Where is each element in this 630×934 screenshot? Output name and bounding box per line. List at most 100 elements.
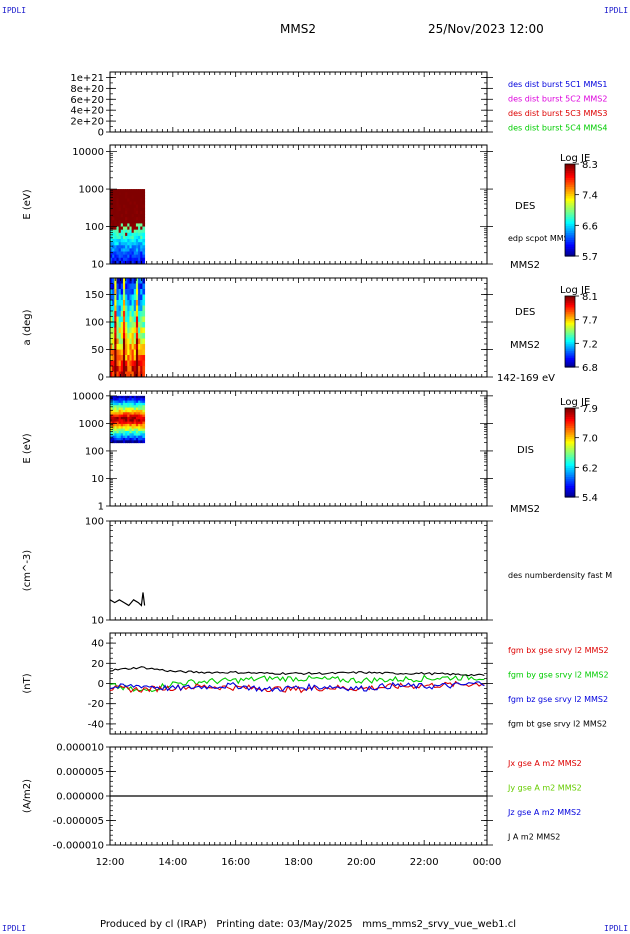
spectrogram-cell [122,229,126,234]
colorbar-swatch [565,483,575,487]
spectrogram-cell [127,338,130,345]
spectrogram-cell [120,214,124,218]
colorbar-swatch [565,177,575,181]
spectrogram-cell [122,195,126,199]
spectrogram-cell [114,349,117,356]
spectrogram-cell [140,349,143,356]
spectrogram-cell [140,407,143,411]
spectrogram-cell [114,251,117,256]
spectrogram-cell [140,440,143,444]
spectrogram-cell [135,294,139,301]
spectrogram-cell [114,260,117,265]
spectrogram-cell [116,423,120,427]
spectrogram-cell [122,440,126,444]
spectrogram-cell [112,239,115,243]
spectrogram-cell [116,440,120,444]
spectrogram-cell [125,192,128,196]
spectrogram-cell [125,412,128,416]
colorbar-swatch [565,340,575,343]
spectrogram-cell [118,322,122,328]
colorbar-swatch [565,416,575,420]
spectrogram-cell [138,322,141,328]
spectrogram-cell [125,398,128,402]
colorbar-swatch [565,187,575,190]
spectrogram-cell [125,226,128,231]
spectrogram-cell [133,300,137,306]
spectrogram-cell [120,223,124,228]
spectrogram-cell [135,289,139,295]
spectrogram-cell [122,371,126,378]
spectrogram-cell [129,360,133,367]
spectrogram-cell [131,400,135,404]
spectrogram-cell [120,189,124,193]
legend-label: fgm bz gse srvy l2 MMS2 [508,695,608,704]
spectrogram-cell [114,405,117,409]
colorbar-swatch [565,175,575,179]
spectrogram-cell [125,405,128,409]
colorbar-swatch [565,230,575,234]
spectrogram-cell [122,311,126,317]
colorbar-swatch [565,212,575,216]
spectrogram-cell [110,192,113,196]
spectrogram-cell [118,437,122,441]
spectrogram-cell [129,254,133,259]
legend-label: Jx gse A m2 MMS2 [507,759,582,768]
spectrogram-cell [140,239,143,243]
spectrogram-cell [142,248,146,253]
y-axis-label: a (deg) [22,309,33,345]
spectrogram-cell [138,400,141,404]
spectrogram-cell [125,214,128,218]
spectrogram-cell [120,355,124,361]
spectrogram-cell [140,311,143,317]
colorbar-swatch [565,166,575,170]
spectrogram-cell [125,289,128,295]
spectrogram-cell [112,210,115,215]
spectrogram-cell [114,283,117,290]
spectrogram-cell [116,204,120,209]
spectrogram-cell [112,294,115,301]
spectrogram-cell [120,426,124,430]
colorbar-title: Log JE [560,285,590,296]
spectrogram-cell [142,207,146,212]
spectrogram-cell [110,214,113,218]
spectrogram-cell [138,305,141,312]
spectrogram-cell [133,412,137,416]
spectrogram-cell [116,426,120,430]
spectrogram-cell [140,355,143,361]
spectrogram-cell [135,402,139,406]
spectrogram-cell [133,245,137,249]
spectrogram-cell [142,433,146,437]
spectrogram-cell [135,338,139,345]
colorbar-tick-label: 8.1 [582,292,598,303]
spectrogram-cell [112,421,115,425]
spectrogram-cell [131,426,135,430]
spectrogram-cell [112,419,115,423]
colorbar-swatch [565,452,575,456]
spectrogram-cell [122,300,126,306]
spectrogram-cell [112,189,115,193]
spectrogram-cell [125,242,128,246]
colorbar-tick-label: 5.4 [582,493,598,504]
spectrogram-cell [116,398,120,402]
spectrogram-cell [120,245,124,249]
spectrogram-cell [118,398,122,402]
spectrogram-cell [118,416,122,420]
spectrogram-cell [142,437,146,441]
spectrogram-cell [120,289,124,295]
spectrogram-cell [133,192,137,196]
spectrogram-cell [110,278,113,284]
spectrogram-cell [142,232,146,237]
spectrogram-cell [110,419,113,423]
spectrogram-cell [122,437,126,441]
spectrogram-cell [129,419,133,423]
spectrogram-cell [140,405,143,409]
colorbar-swatch [565,476,575,480]
colorbar-swatch [565,249,575,252]
spectrogram-cell [138,437,141,441]
spectrogram-cell [114,327,117,334]
spectrogram-cell [138,300,141,306]
spectrogram-cell [118,239,122,243]
spectrogram-cell [129,316,133,323]
spectrogram-cell [120,195,124,199]
spectrogram-cell [116,412,120,416]
